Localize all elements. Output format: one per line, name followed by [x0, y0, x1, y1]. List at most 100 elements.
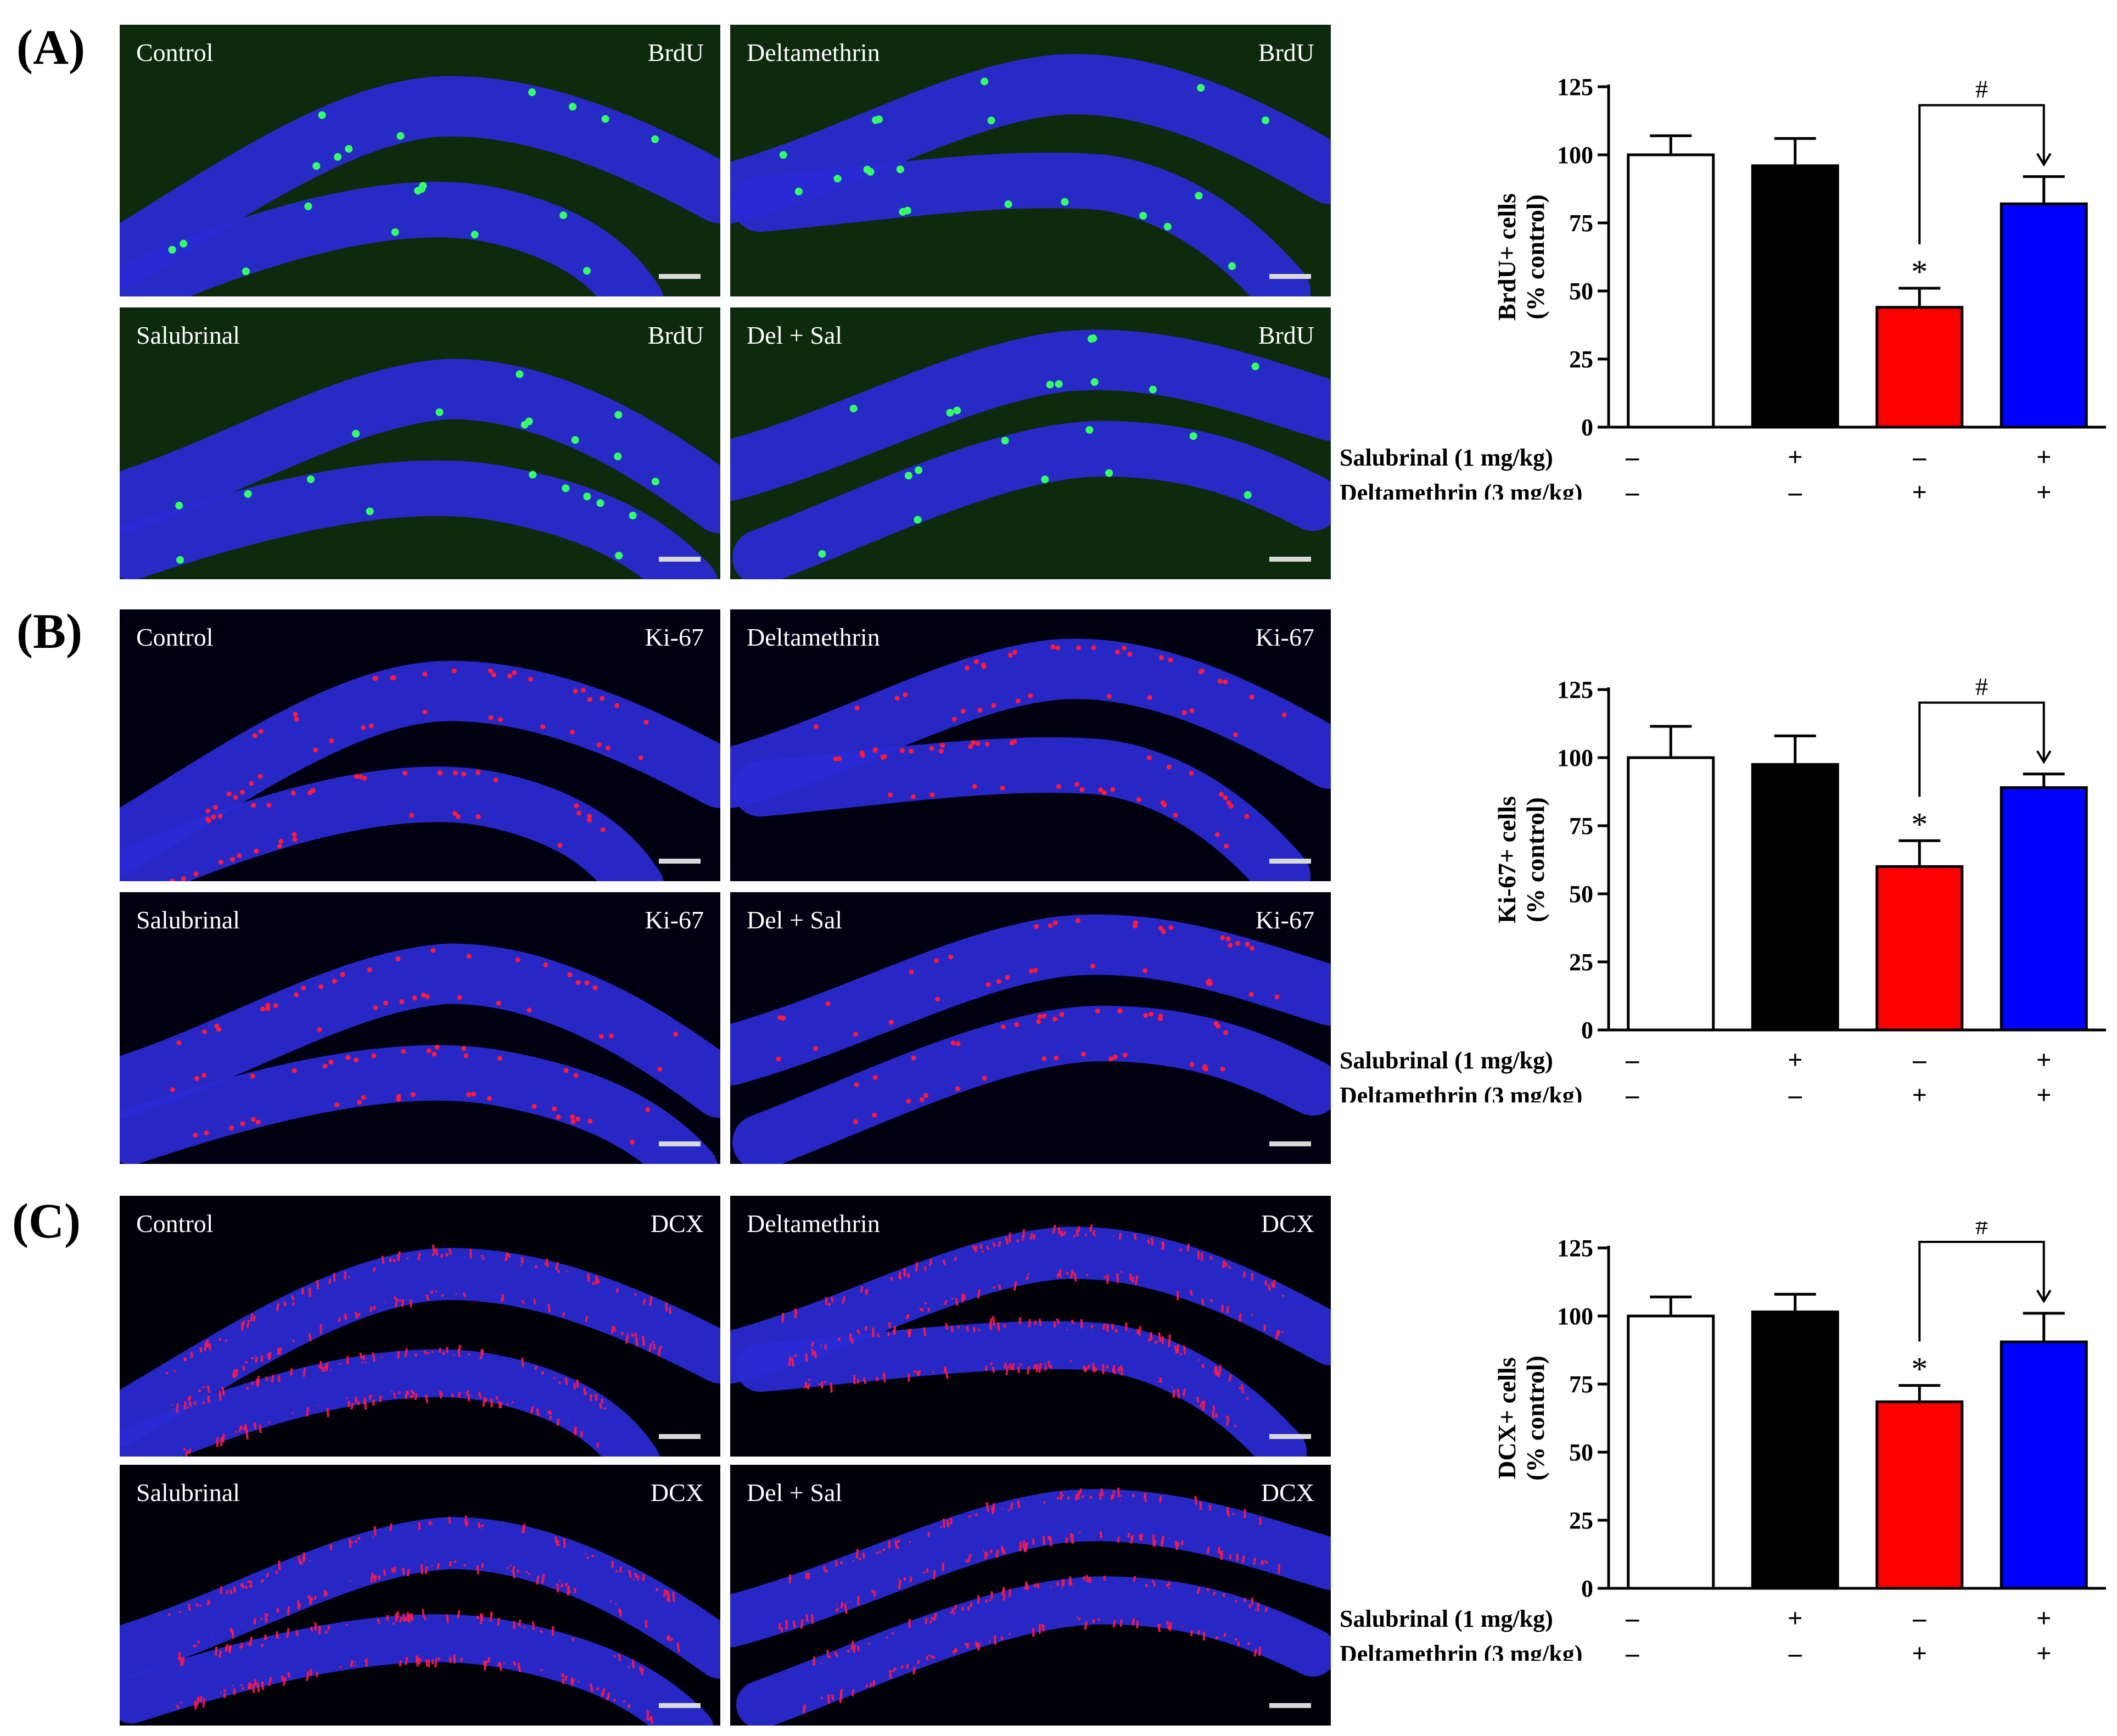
labeled-cell [1090, 1324, 1094, 1329]
scale-bar [659, 1141, 701, 1146]
labeled-cell [1195, 192, 1203, 200]
labeled-cell [393, 1296, 397, 1300]
labeled-cell [204, 1130, 209, 1135]
labeled-cell [935, 996, 940, 1002]
labeled-cell [283, 1301, 287, 1307]
labeled-cell [962, 1293, 966, 1300]
labeled-cell [1197, 1629, 1201, 1635]
labeled-cell [1116, 1273, 1119, 1283]
labeled-cell [1135, 1620, 1139, 1628]
labeled-cell [827, 1694, 830, 1704]
labeled-cell [929, 1620, 933, 1624]
labeled-cell [1179, 1248, 1183, 1252]
significance-hash: # [1975, 673, 1988, 701]
labeled-cell [985, 982, 991, 987]
labeled-cell [193, 1132, 198, 1138]
labeled-cell [1189, 770, 1194, 776]
labeled-cell [600, 696, 605, 701]
labeled-cell [912, 1666, 916, 1675]
labeled-cell [1235, 940, 1240, 946]
labeled-cell [488, 715, 494, 720]
labeled-cell [451, 1393, 454, 1398]
labeled-cell [858, 1557, 862, 1561]
labeled-cell [310, 1626, 313, 1632]
labeled-cell [476, 1615, 479, 1620]
labeled-cell [540, 1668, 543, 1672]
labeled-cell [233, 794, 238, 800]
labeled-cell [211, 814, 216, 820]
labeled-cell [1168, 1587, 1170, 1590]
labeled-cell [570, 1119, 576, 1124]
labeled-cell [666, 1636, 670, 1640]
labeled-cell [421, 1609, 425, 1617]
bar-4 [2000, 1340, 2088, 1590]
labeled-cell [923, 1266, 927, 1272]
labeled-cell [1110, 787, 1116, 792]
labeled-cell [1220, 1066, 1225, 1072]
labeled-cell [1142, 968, 1148, 973]
labeled-cell [225, 1590, 229, 1594]
micrograph-del-sal-brdu: Del + Sal BrdU [730, 307, 1331, 579]
image-marker-label: BrdU [1258, 321, 1314, 349]
labeled-cell [404, 1348, 408, 1358]
labeled-cell [423, 1350, 427, 1354]
y-tick-label: 75 [1569, 210, 1593, 237]
labeled-cell [1059, 1012, 1065, 1017]
labeled-cell [820, 1696, 824, 1700]
labeled-cell [614, 411, 623, 419]
labeled-cell [834, 1651, 837, 1655]
labeled-cell [228, 1645, 231, 1651]
labeled-cell [1180, 1540, 1184, 1545]
labeled-cell [350, 1660, 354, 1667]
labeled-cell [449, 1561, 452, 1567]
labeled-cell [389, 1523, 393, 1531]
labeled-cell [264, 1634, 267, 1640]
bar-3 [1875, 306, 1964, 429]
labeled-cell [251, 1357, 254, 1360]
labeled-cell [247, 1643, 250, 1645]
labeled-cell [591, 1554, 595, 1558]
labeled-cell [509, 1564, 512, 1567]
labeled-cell [982, 1076, 987, 1081]
labeled-cell [1183, 1345, 1186, 1355]
labeled-cell [278, 839, 284, 844]
bar-3 [1875, 1400, 1964, 1590]
labeled-cell [619, 1566, 622, 1573]
labeled-cell [1249, 945, 1254, 951]
labeled-cell [984, 1365, 988, 1371]
y-tick-label: 125 [1557, 74, 1593, 100]
labeled-cell [634, 1332, 637, 1337]
labeled-cell [1158, 1496, 1162, 1503]
labeled-cell [1158, 1377, 1162, 1383]
labeled-cell [1203, 1066, 1209, 1072]
labeled-cell [491, 672, 496, 677]
labeled-cell [807, 1383, 811, 1390]
labeled-cell [451, 668, 457, 674]
labeled-cell [1264, 1560, 1268, 1564]
labeled-cell [359, 1352, 363, 1359]
granule-layer-upper [730, 1227, 1331, 1384]
labeled-cell [888, 1020, 894, 1025]
labeled-cell [894, 1540, 898, 1548]
labeled-cell [1223, 1030, 1229, 1035]
labeled-cell [1233, 732, 1238, 737]
labeled-cell [872, 1679, 876, 1687]
labeled-cell [645, 1107, 651, 1112]
labeled-cell [1139, 212, 1147, 220]
labeled-cell [573, 1426, 577, 1435]
y-axis-label-line2: (% control) [1521, 797, 1549, 922]
labeled-cell [1244, 491, 1252, 499]
labeled-cell [896, 165, 904, 173]
dentate-gyrus-tissue [730, 1465, 1331, 1726]
labeled-cell [562, 484, 570, 492]
labeled-cell [596, 742, 602, 748]
dentate-gyrus-tissue [120, 307, 720, 579]
labeled-cell [1130, 1535, 1134, 1540]
labeled-cell [1069, 1359, 1072, 1363]
labeled-cell [592, 985, 598, 990]
labeled-cell [229, 1628, 233, 1633]
labeled-cell [903, 206, 911, 215]
labeled-cell [818, 550, 826, 558]
labeled-cell [825, 1001, 831, 1006]
labeled-cell [665, 1302, 668, 1312]
